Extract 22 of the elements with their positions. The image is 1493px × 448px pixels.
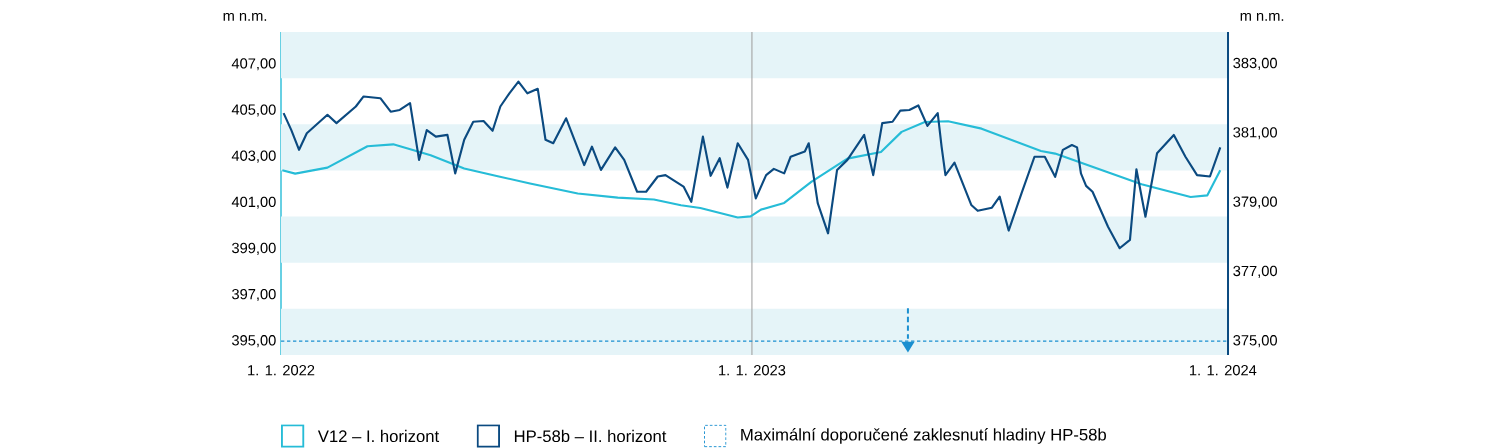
line-series bbox=[281, 120, 1222, 219]
legend-label: Maximální doporučené zaklesnutí hladiny HP-58b bbox=[741, 428, 1106, 444]
y2-tick-label: 381,00 bbox=[1233, 127, 1277, 140]
y2-axis-title: m n.m. bbox=[1240, 12, 1284, 21]
y-tick-label: 407,00 bbox=[231, 58, 276, 71]
y-tick-label: 397,00 bbox=[232, 288, 276, 302]
x-tick-label: 1. 1. 2023 bbox=[719, 365, 786, 376]
line-series bbox=[282, 80, 1222, 250]
y2-tick-label: 383,00 bbox=[1233, 57, 1277, 70]
legend-label: V12 – I. horizont bbox=[317, 429, 440, 443]
y2-tick-label: 375,00 bbox=[1233, 335, 1277, 348]
y-tick-label: 403,00 bbox=[231, 150, 276, 163]
x-tick-label: 1. 1. 2024 bbox=[1189, 365, 1257, 376]
y-tick-label: 401,00 bbox=[231, 196, 276, 209]
y-tick-label: 405,00 bbox=[231, 104, 276, 117]
legend-label: HP-58b – II. horizont bbox=[514, 429, 667, 443]
y-tick-label: 395,00 bbox=[232, 335, 276, 348]
y-tick-label: 399,00 bbox=[232, 242, 276, 255]
y-axis-title: m n.m. bbox=[223, 12, 267, 21]
y2-tick-label: 377,00 bbox=[1233, 265, 1277, 278]
y2-tick-label: 379,00 bbox=[1233, 196, 1277, 209]
x-tick-label: 1. 1. 2022 bbox=[248, 365, 315, 376]
